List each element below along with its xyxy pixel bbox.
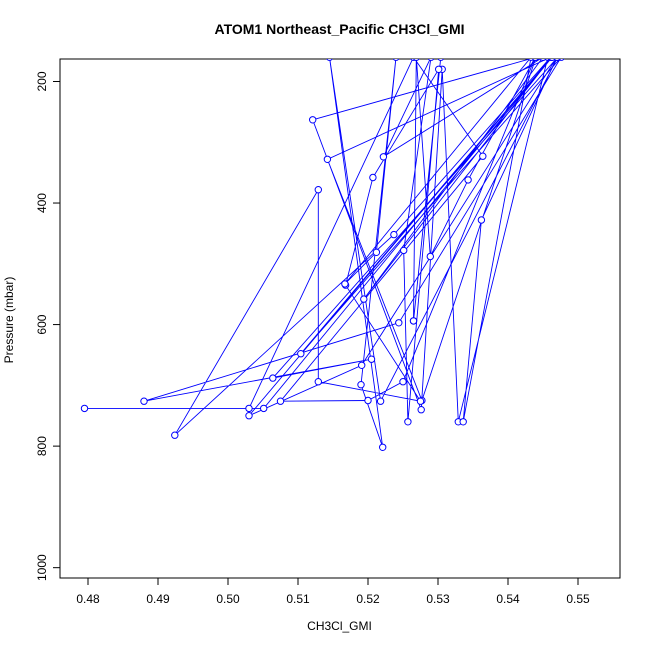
data-point: [80, 404, 89, 413]
chart-title: ATOM1 Northeast_Pacific CH3Cl_GMI: [215, 21, 465, 37]
x-tick-label: 0.49: [146, 592, 170, 606]
series-line: [84, 59, 561, 448]
data-point: [314, 378, 322, 386]
data-point: [364, 396, 372, 405]
data-point: [360, 295, 368, 303]
data-point: [427, 59, 435, 61]
x-axis-label: CH3Cl_GMI: [307, 619, 372, 633]
data-point: [459, 418, 467, 426]
y-axis: 200 400 600 800 1000: [35, 71, 61, 581]
x-tick-label: 0.55: [566, 592, 590, 606]
y-tick-label: 200: [35, 71, 49, 91]
data-point: [400, 246, 408, 255]
data-point: [369, 173, 377, 182]
x-tick-label: 0.48: [76, 592, 100, 606]
data-point: [260, 404, 268, 413]
data-point: [314, 186, 322, 194]
data-point: [413, 59, 420, 61]
data-point: [416, 397, 425, 405]
x-axis: 0.48 0.49 0.50 0.51 0.52 0.53 0.54 0.55: [76, 577, 590, 606]
series-layer: [80, 59, 565, 451]
data-point: [358, 361, 366, 369]
data-point: [326, 59, 333, 61]
data-point: [379, 443, 387, 451]
x-tick-label: 0.52: [356, 592, 380, 606]
data-point: [367, 355, 376, 363]
data-point: [245, 412, 253, 420]
data-point: [426, 252, 434, 261]
data-point: [532, 59, 539, 61]
data-point: [309, 116, 317, 124]
data-point: [376, 397, 385, 405]
data-point: [140, 397, 148, 405]
data-point: [395, 319, 403, 327]
y-tick-label: 400: [35, 193, 49, 213]
x-tick-label: 0.54: [496, 592, 520, 606]
data-point: [245, 404, 253, 413]
data-point: [435, 65, 443, 74]
y-tick-label: 1000: [35, 554, 49, 581]
y-axis-label: Pressure (mbar): [2, 277, 16, 364]
data-point: [477, 216, 486, 224]
data-point: [357, 381, 365, 389]
data-point: [390, 230, 398, 239]
data-point: [392, 59, 400, 61]
x-tick-label: 0.53: [426, 592, 450, 606]
data-point: [437, 59, 445, 61]
data-point: [417, 406, 425, 414]
data-point: [548, 59, 556, 61]
data-point: [399, 378, 407, 386]
data-point: [171, 431, 179, 439]
data-point: [269, 374, 277, 382]
data-point: [276, 397, 285, 405]
data-point: [379, 153, 388, 161]
x-tick-label: 0.50: [216, 592, 240, 606]
x-tick-label: 0.51: [286, 592, 310, 606]
data-point: [404, 418, 412, 426]
data-point: [464, 176, 472, 184]
y-tick-label: 800: [35, 436, 49, 456]
data-point: [341, 280, 349, 288]
y-tick-label: 600: [35, 314, 49, 334]
data-point: [409, 317, 418, 325]
data-point: [479, 152, 487, 160]
data-point: [297, 350, 305, 358]
data-point: [539, 59, 547, 61]
data-point: [372, 248, 381, 257]
data-point: [323, 155, 332, 164]
data-point: [553, 59, 561, 61]
